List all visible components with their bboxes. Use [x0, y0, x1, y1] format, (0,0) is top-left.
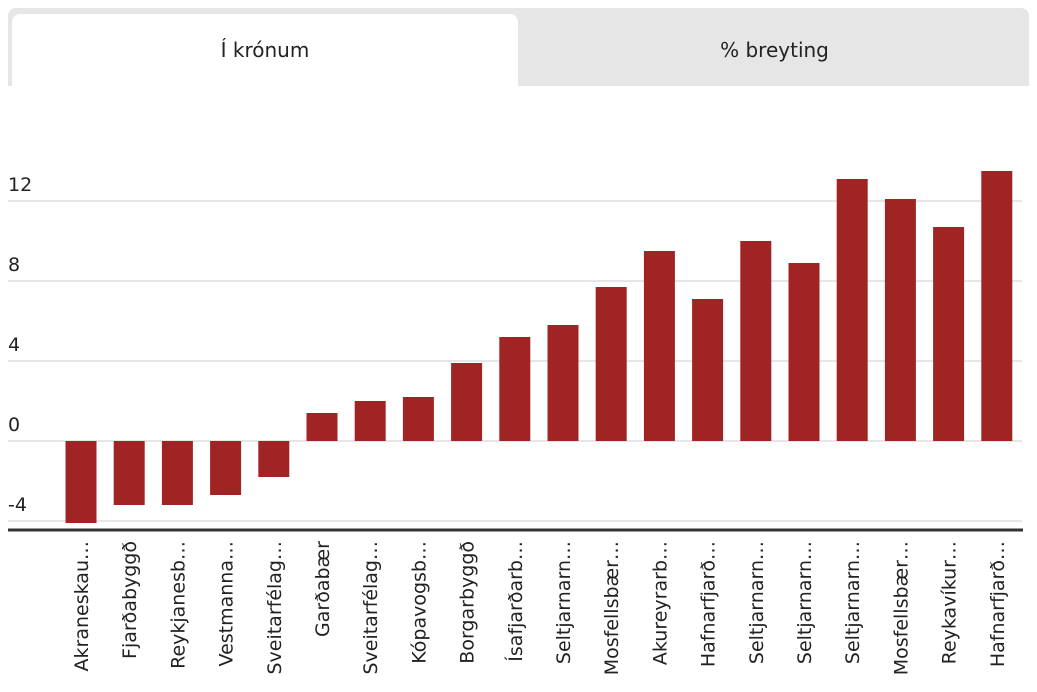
- tab-in-kronur[interactable]: Í krónum: [12, 14, 518, 86]
- x-tick-label: Seltjarnarn…: [794, 541, 816, 664]
- x-tick-label: Reykavíkur…: [939, 541, 961, 664]
- bar[interactable]: [884, 199, 916, 441]
- x-axis-labels: Akraneskau… Fjarðabyggð Reykjanesb… Vestman…: [71, 541, 1009, 675]
- bar[interactable]: [547, 325, 579, 441]
- bar[interactable]: [161, 441, 193, 505]
- x-tick-label: Hafnarfjarð…: [987, 541, 1009, 667]
- x-tick-label: Hafnarfjarð…: [698, 541, 720, 667]
- bar[interactable]: [595, 287, 627, 441]
- x-tick-label: Garðabær: [312, 541, 334, 637]
- x-tick-label: Akraneskau…: [71, 541, 93, 671]
- x-tick-label: Reykjanesb…: [167, 541, 189, 669]
- bar[interactable]: [981, 171, 1013, 441]
- x-tick-label: Seltjarnarn…: [842, 541, 864, 664]
- bar[interactable]: [692, 299, 724, 441]
- x-tick-label: Vestmanna…: [216, 541, 238, 666]
- tab-bar: Í krónum % breyting: [8, 8, 1029, 86]
- bar[interactable]: [451, 363, 483, 441]
- x-tick-label: Borgarbyggð: [457, 541, 479, 664]
- tab-percent-change[interactable]: % breyting: [720, 38, 829, 62]
- x-tick-label: Seltjarnarn…: [553, 541, 575, 664]
- x-tick-label: Akureyrarb…: [649, 541, 671, 665]
- x-tick-label: Kópavogsb…: [408, 541, 430, 664]
- bar[interactable]: [113, 441, 145, 505]
- bar[interactable]: [258, 441, 290, 477]
- y-axis-labels: -4 0 4 8 12: [8, 174, 32, 516]
- x-tick-label: Ísafjarðarb…: [504, 541, 527, 662]
- y-tick-label: -4: [8, 494, 27, 516]
- bar[interactable]: [210, 441, 242, 495]
- x-tick-label: Sveitarfélag…: [264, 541, 286, 675]
- bar[interactable]: [643, 251, 675, 441]
- x-tick-label: Mosfellsbær…: [601, 541, 623, 675]
- bar[interactable]: [499, 337, 531, 441]
- y-tick-label: 12: [8, 174, 32, 196]
- bar[interactable]: [65, 441, 97, 523]
- x-tick-label: Sveitarfélag…: [360, 541, 382, 675]
- bar[interactable]: [306, 413, 338, 441]
- bar[interactable]: [836, 179, 868, 441]
- bar[interactable]: [354, 401, 386, 441]
- bar[interactable]: [933, 227, 965, 441]
- y-tick-label: 8: [8, 254, 20, 276]
- x-tick-label: Seltjarnarn…: [746, 541, 768, 664]
- x-tick-label: Fjarðabyggð: [119, 541, 141, 659]
- bars: [65, 171, 1013, 523]
- bar[interactable]: [740, 241, 772, 441]
- y-tick-label: 0: [8, 414, 20, 436]
- x-tick-label: Mosfellsbær…: [890, 541, 912, 675]
- bar[interactable]: [402, 397, 434, 441]
- y-tick-label: 4: [8, 334, 20, 356]
- bar[interactable]: [788, 263, 820, 441]
